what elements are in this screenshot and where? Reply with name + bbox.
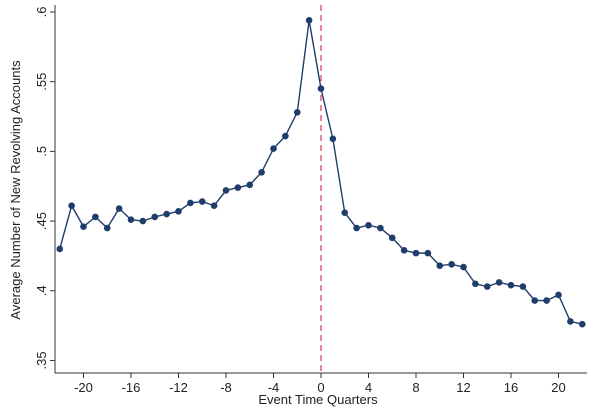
x-tick-label: 20 bbox=[551, 380, 565, 395]
point bbox=[163, 210, 170, 218]
point bbox=[448, 260, 455, 268]
point bbox=[365, 221, 372, 229]
point bbox=[329, 135, 337, 143]
x-tick-label: -12 bbox=[169, 380, 188, 395]
point bbox=[127, 216, 135, 223]
point bbox=[234, 184, 242, 191]
point bbox=[246, 181, 254, 189]
point bbox=[555, 291, 562, 299]
point bbox=[270, 145, 277, 152]
y-tick-label: .45 bbox=[34, 212, 49, 230]
point bbox=[305, 17, 313, 24]
point bbox=[222, 187, 230, 194]
y-tick-label: .55 bbox=[34, 73, 49, 91]
x-axis-title: Event Time Quarters bbox=[258, 392, 378, 407]
point bbox=[353, 224, 360, 232]
point bbox=[68, 202, 75, 210]
point bbox=[400, 247, 408, 254]
y-tick-label: .4 bbox=[34, 285, 49, 296]
point bbox=[519, 283, 527, 290]
point bbox=[377, 224, 384, 232]
x-tick-label: 4 bbox=[365, 380, 372, 395]
point bbox=[258, 168, 265, 176]
x-tick-label: -4 bbox=[268, 380, 280, 395]
point bbox=[495, 279, 503, 286]
point bbox=[388, 234, 396, 242]
point bbox=[56, 245, 64, 253]
point bbox=[543, 297, 550, 304]
point bbox=[460, 263, 467, 271]
x-tick-label: -8 bbox=[220, 380, 232, 395]
point bbox=[151, 213, 159, 221]
point bbox=[507, 281, 515, 289]
point bbox=[293, 109, 301, 116]
y-tick-label: .5 bbox=[34, 146, 49, 157]
point bbox=[80, 223, 87, 230]
point bbox=[578, 320, 586, 328]
y-tick-label: .35 bbox=[34, 351, 49, 369]
point bbox=[198, 198, 206, 205]
point bbox=[92, 213, 99, 221]
point bbox=[103, 224, 111, 232]
point bbox=[567, 318, 574, 325]
point bbox=[317, 85, 325, 92]
y-axis-title: Average Number of New Revolving Accounts bbox=[8, 60, 23, 320]
x-tick-label: 0 bbox=[317, 380, 324, 395]
point bbox=[531, 297, 539, 304]
point bbox=[412, 249, 420, 257]
y-tick-label: .6 bbox=[34, 7, 49, 18]
point bbox=[483, 283, 491, 290]
x-tick-label: -20 bbox=[74, 380, 93, 395]
point bbox=[282, 132, 289, 140]
point bbox=[139, 217, 147, 225]
point bbox=[210, 202, 218, 210]
point bbox=[115, 205, 123, 212]
x-tick-label: 16 bbox=[504, 380, 518, 395]
point bbox=[187, 199, 194, 207]
x-tick-label: 12 bbox=[456, 380, 470, 395]
point bbox=[175, 208, 182, 215]
point bbox=[436, 262, 444, 269]
point bbox=[341, 209, 349, 216]
x-tick-label: -16 bbox=[122, 380, 141, 395]
x-tick-label: 8 bbox=[412, 380, 419, 395]
point bbox=[472, 280, 479, 288]
point bbox=[424, 249, 432, 257]
